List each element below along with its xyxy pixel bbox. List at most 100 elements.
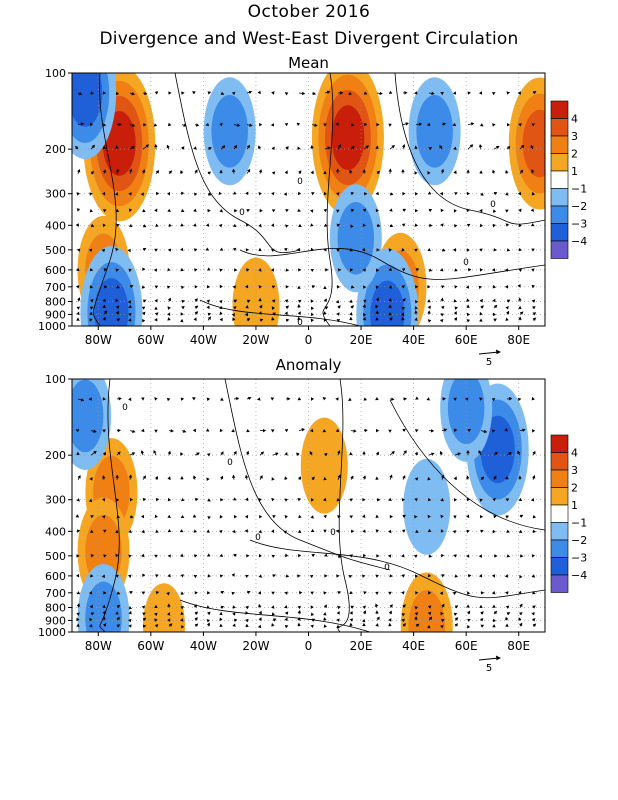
- vector-arrowhead: [103, 268, 108, 272]
- vector-arrowhead: [193, 529, 197, 533]
- vector-arrowhead: [311, 618, 316, 622]
- vector-arrowhead: [167, 312, 171, 316]
- vector-arrowhead: [470, 122, 475, 126]
- vector-arrowhead: [415, 591, 419, 595]
- vector-arrowhead: [232, 168, 236, 173]
- vector-arrowhead: [130, 515, 134, 519]
- vector-arrowhead: [76, 591, 81, 595]
- vector-arrowhead: [181, 146, 185, 150]
- vector-arrowhead: [494, 451, 498, 456]
- vector-arrowhead: [375, 610, 379, 614]
- vector-arrowhead: [453, 208, 457, 213]
- vector-arrowhead: [310, 247, 314, 252]
- vector-arrowhead: [466, 319, 471, 323]
- vector-arrowhead: [270, 268, 274, 272]
- vector-arrowhead: [518, 529, 523, 534]
- vector-arrowhead: [102, 616, 106, 620]
- vector-arrowhead: [518, 590, 522, 595]
- vector-arrowhead: [116, 616, 120, 621]
- contour-line: [239, 248, 545, 280]
- vector-arrowhead: [271, 605, 275, 609]
- vector-arrowhead: [180, 170, 184, 174]
- vector-arrowhead: [439, 450, 443, 455]
- vector-arrowhead: [427, 476, 431, 481]
- vector-arrowhead: [180, 247, 184, 252]
- vector-arrowhead: [245, 191, 249, 196]
- vector-arrowhead: [389, 604, 393, 608]
- vector-arrowhead: [362, 169, 366, 173]
- vector-arrowhead: [192, 397, 196, 401]
- vector-arrowhead: [531, 123, 536, 127]
- vector-arrowhead: [183, 123, 187, 127]
- vector-arrowhead: [365, 145, 369, 149]
- vector-arrowhead: [401, 529, 406, 533]
- vector-arrowhead: [413, 554, 418, 558]
- vector-arrowhead: [257, 397, 261, 401]
- vector-arrowhead: [518, 297, 522, 301]
- vector-arrowhead: [142, 267, 146, 272]
- vector-arrowhead: [233, 514, 238, 519]
- vector-arrowhead: [310, 299, 314, 303]
- vector-arrowhead: [453, 554, 457, 558]
- vector-arrowhead: [194, 311, 199, 315]
- vector-arrowhead: [207, 574, 211, 578]
- vector-arrowhead: [375, 310, 379, 314]
- vector-arrowhead: [375, 428, 380, 433]
- vector-arrowhead: [219, 317, 223, 322]
- vector-arrowhead: [141, 605, 146, 609]
- vector-arrowhead: [519, 311, 524, 315]
- vector-arrowhead: [153, 268, 158, 272]
- figure-subtitle: Divergence and West-East Divergent Circu…: [99, 29, 519, 49]
- vector-arrowhead: [375, 451, 379, 456]
- vector-arrowhead: [258, 169, 263, 173]
- vector-arrowhead: [532, 91, 537, 95]
- vector-arrowhead: [168, 623, 173, 627]
- vector-arrowhead: [322, 397, 327, 401]
- vector-arrowhead: [337, 285, 341, 289]
- vector-arrowhead: [179, 529, 184, 533]
- vector-arrowhead: [337, 450, 341, 454]
- vector-arrowhead: [219, 284, 223, 289]
- vector-arrowhead: [402, 208, 407, 212]
- vector-arrowhead: [518, 316, 522, 320]
- vector-arrowhead: [362, 618, 366, 623]
- vector-arrowhead: [506, 310, 510, 315]
- vector-arrowhead: [350, 192, 355, 196]
- contour-label: 0: [239, 208, 245, 218]
- vector-arrowhead: [247, 396, 252, 401]
- vector-arrowhead: [375, 514, 379, 518]
- vector-arrowhead: [270, 429, 275, 433]
- vector-arrowhead: [116, 223, 120, 228]
- vector-arrowhead: [181, 91, 185, 95]
- vector-arrowhead: [376, 248, 380, 252]
- vector-arrowhead: [142, 475, 146, 479]
- vector-arrowhead: [245, 618, 249, 623]
- vector-arrowhead: [284, 311, 288, 316]
- vector-arrowhead: [401, 316, 405, 321]
- panel-title: Mean: [288, 54, 329, 72]
- vector-arrowhead: [391, 397, 395, 401]
- vector-arrowhead: [89, 318, 93, 322]
- vector-arrowhead: [430, 452, 435, 456]
- vector-arrowhead: [428, 554, 433, 558]
- vector-arrowhead: [76, 617, 80, 622]
- vector-arrowhead: [388, 610, 392, 615]
- vector-arrowhead: [193, 574, 198, 579]
- vector-arrowhead: [414, 514, 418, 519]
- vector-arrowhead: [427, 497, 432, 502]
- vector-arrowhead: [349, 248, 353, 252]
- vector-arrowhead: [272, 515, 276, 519]
- vector-arrowhead: [350, 123, 355, 127]
- x-tick-label: 80W: [85, 639, 112, 653]
- vector-arrowhead: [206, 477, 210, 481]
- vector-arrowhead: [323, 604, 327, 609]
- x-tick-label: 20W: [242, 639, 269, 653]
- vector-arrowhead: [258, 603, 262, 608]
- vector-arrowhead: [115, 268, 120, 272]
- vector-arrowhead: [465, 285, 470, 289]
- vector-arrowhead: [168, 223, 172, 227]
- vector-arrowhead: [272, 312, 276, 316]
- vector-arrowhead: [102, 515, 106, 519]
- vector-arrowhead: [141, 428, 145, 433]
- vector-arrowhead: [310, 515, 314, 519]
